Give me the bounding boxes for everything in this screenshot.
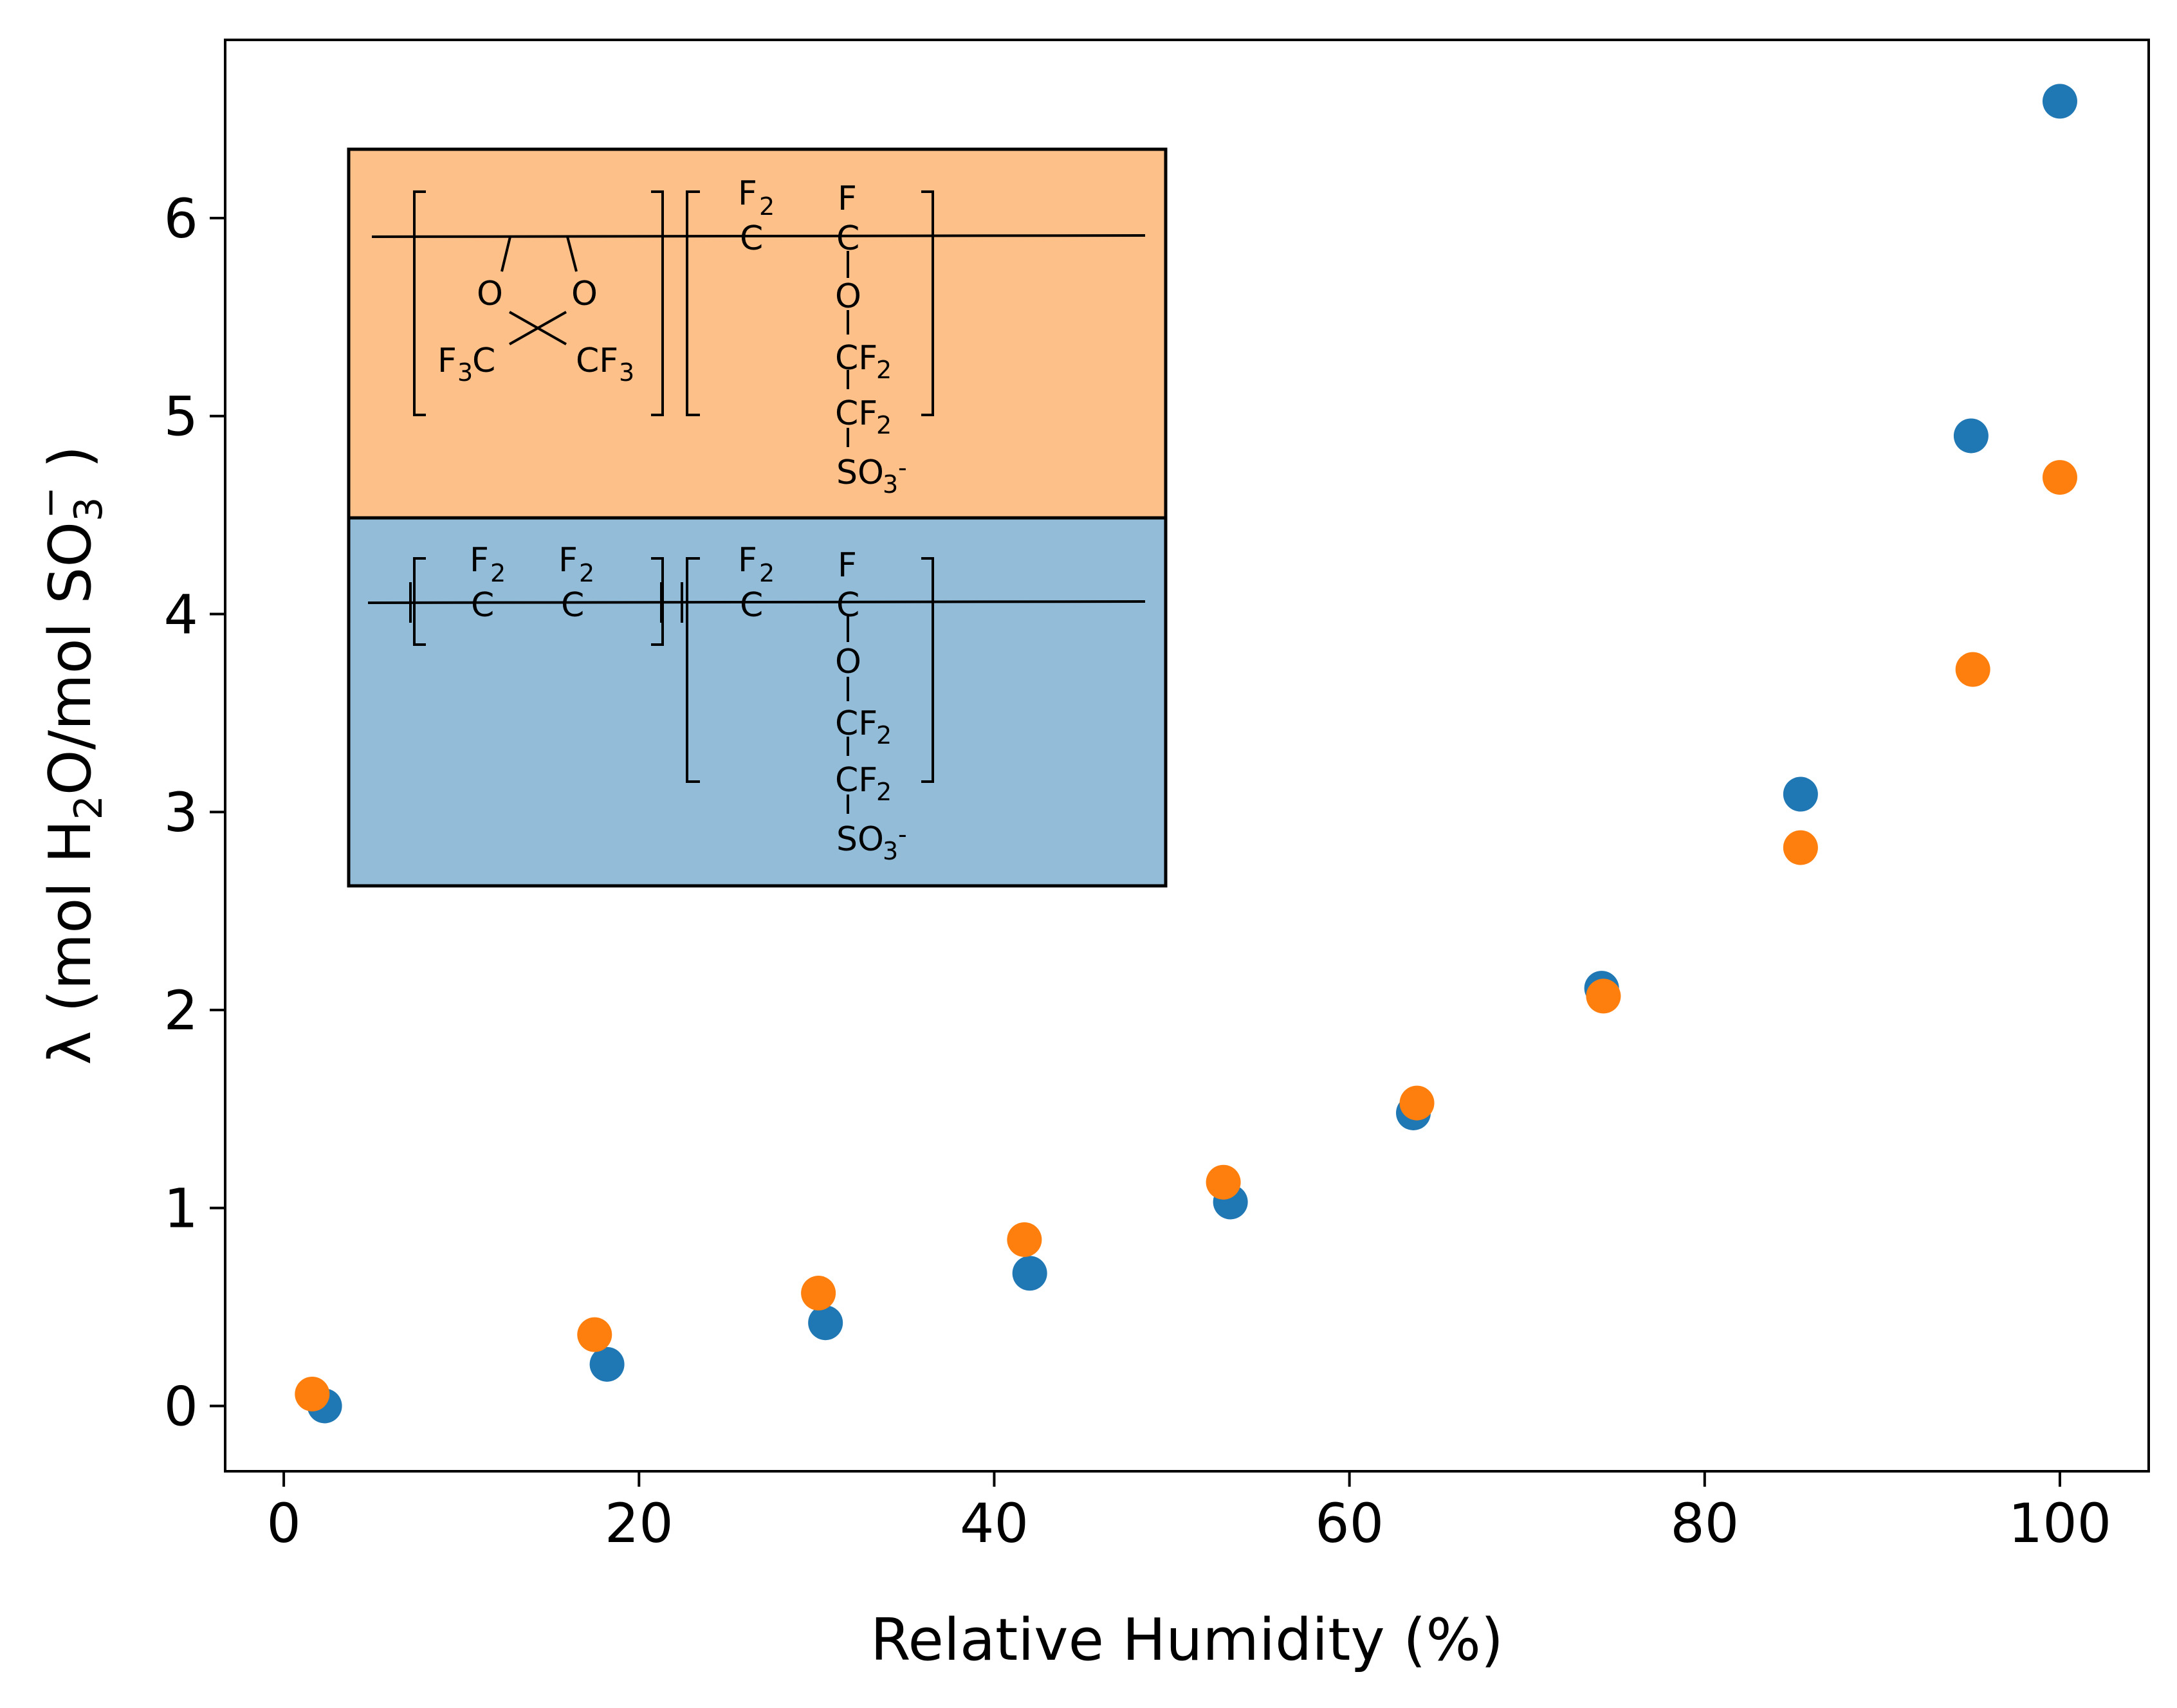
series-1 [307, 84, 2077, 1424]
data-point [1586, 978, 1621, 1014]
chem-label: 2 [490, 559, 506, 587]
chem-label: CF [576, 342, 618, 380]
x-axis-label: Relative Humidity (%) [870, 1606, 1503, 1674]
y-axis-label-sub: 3 [66, 497, 111, 522]
chem-label: C [472, 342, 495, 380]
data-point [1955, 652, 1990, 687]
y-axis-label-sub: 2 [66, 795, 111, 820]
data-point [1783, 776, 1818, 812]
chem-label: F [558, 541, 578, 580]
data-point [808, 1305, 843, 1341]
chem-label: 2 [759, 559, 775, 587]
chem-label: C [471, 586, 494, 625]
chem-label: F [738, 174, 757, 213]
bottom-structure-labels: F 2 C F 2 C F 2 C F C O CF 2 CF 2 SO 3 - [470, 541, 907, 865]
y-tick-label: 3 [164, 781, 198, 844]
chem-label: C [740, 586, 763, 625]
y-tick-label: 1 [164, 1177, 198, 1240]
chem-label: CF [835, 339, 877, 378]
chem-label: C [561, 586, 584, 625]
chem-label: F [838, 546, 857, 585]
data-point [1012, 1256, 1047, 1291]
data-point [801, 1276, 836, 1311]
chem-label: F [838, 179, 857, 218]
chem-label: F [738, 541, 757, 580]
data-point [589, 1346, 625, 1382]
chem-label: 3 [457, 358, 473, 387]
x-tick-label: 0 [266, 1492, 300, 1555]
chem-label: 2 [876, 778, 892, 806]
chem-label: F [470, 541, 489, 580]
x-tick-label: 80 [1670, 1492, 1739, 1555]
data-point [1953, 418, 1989, 454]
data-point [577, 1317, 612, 1352]
chem-label: O [477, 275, 503, 313]
data-point [1206, 1164, 1241, 1200]
chem-label: 2 [759, 192, 775, 221]
y-tick-label: 6 [164, 187, 198, 250]
data-point [2042, 460, 2077, 495]
bottom-structure [367, 557, 1146, 814]
chem-label: C [836, 219, 859, 258]
chem-label: 2 [876, 356, 892, 384]
chem-label: 3 [883, 470, 898, 499]
y-axis-label-suffix: ) [37, 446, 104, 487]
data-point [2042, 84, 2077, 119]
chem-label: 2 [876, 721, 892, 749]
chem-label: C [836, 586, 859, 625]
chem-label: O [835, 643, 861, 681]
series-2 [295, 460, 2077, 1411]
data-point [1399, 1085, 1435, 1121]
x-tick-label: 100 [2008, 1492, 2111, 1555]
chem-label: 3 [883, 837, 898, 865]
chem-label: 2 [876, 411, 892, 439]
chem-label: - [898, 820, 907, 849]
chem-label: 2 [579, 559, 594, 587]
chem-label: SO [836, 820, 884, 859]
chem-label: C [740, 219, 763, 258]
chem-label: CF [835, 761, 877, 800]
x-tick-label: 40 [960, 1492, 1029, 1555]
chem-label: 3 [619, 358, 634, 387]
chem-label: O [835, 277, 861, 316]
y-axis-label-prefix: λ (mol H [37, 820, 104, 1065]
top-structure-labels: F 2 C F C O O O F 3 C CF 3 CF 2 CF 2 SO … [437, 174, 907, 499]
y-axis-label-sup: − [28, 486, 73, 519]
axis-ticks: 0 20 40 60 80 100 0 1 2 3 4 5 6 [164, 187, 2112, 1555]
data-points [295, 84, 2077, 1424]
inset-structures: F 2 C F C O O O F 3 C CF 3 CF 2 CF 2 SO … [347, 147, 1168, 888]
data-point [1007, 1222, 1042, 1257]
chem-label: CF [835, 394, 877, 433]
y-tick-label: 0 [164, 1375, 198, 1438]
y-axis-label-mid: O/mol SO [37, 522, 104, 795]
chem-label: SO [836, 454, 884, 492]
x-tick-label: 20 [605, 1492, 674, 1555]
data-point [1783, 830, 1818, 865]
y-tick-label: 5 [164, 385, 198, 448]
x-tick-label: 60 [1315, 1492, 1384, 1555]
plot-frame [224, 39, 2150, 1473]
inset-top-panel [347, 147, 1168, 520]
inset-bottom-panel [347, 516, 1168, 888]
y-tick-label: 2 [164, 979, 198, 1042]
y-axis-label: λ (mol H2O/mol SO3− ) [28, 446, 111, 1065]
chem-label: O [571, 275, 598, 313]
chem-label: CF [835, 704, 877, 743]
top-structure [371, 190, 1146, 447]
y-tick-label: 4 [164, 583, 198, 646]
chem-label: F [437, 342, 457, 380]
chem-label: - [898, 454, 907, 482]
data-point [295, 1376, 330, 1411]
